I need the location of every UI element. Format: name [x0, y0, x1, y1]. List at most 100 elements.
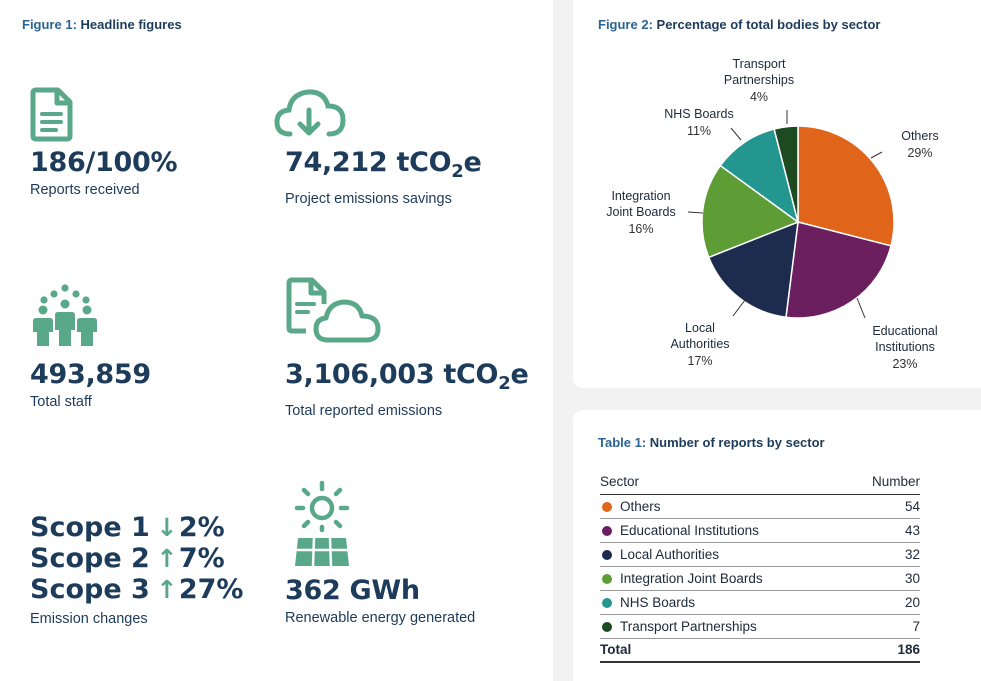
pie-leader-line [856, 297, 866, 319]
sector-cell: Transport Partnerships [600, 614, 848, 639]
renewable-energy-tile [290, 478, 354, 570]
number-cell: 30 [847, 566, 920, 591]
pie-slice-nhs-boards [719, 128, 800, 224]
legend-dot-icon [602, 501, 612, 512]
figure-2-title: Figure 2: Percentage of total bodies by … [598, 17, 880, 32]
number-cell: 54 [847, 494, 920, 519]
reports-received-value: 186/100% [30, 147, 178, 178]
renewable-energy-text: 362 GWh Renewable energy generated [285, 575, 476, 627]
sector-cell: Local Authorities [600, 542, 848, 567]
reports-table-wrap: Sector Number Others 54 Educational Instit… [600, 470, 920, 663]
legend-dot-icon [602, 525, 612, 536]
scope-change: 2% [178, 512, 225, 543]
pie-label: Integration [611, 189, 670, 203]
arrow-up-icon: ↑ [156, 544, 178, 573]
sector-name: Transport Partnerships [620, 618, 757, 634]
reported-emissions-value-sub: 2 [498, 373, 511, 394]
emissions-savings-text: 74,212 tCO2e Project emissions savings [285, 148, 482, 208]
total-staff-text: 493,859 Total staff [30, 359, 151, 411]
scope-change: 27% [178, 574, 244, 605]
legend-dot-icon [602, 573, 612, 584]
total-staff-caption: Total staff [30, 394, 92, 410]
legend-dot-icon [602, 597, 612, 608]
emissions-savings-value: 74,212 tCO2e [285, 148, 482, 187]
total-staff-tile [30, 284, 100, 350]
figure-2-number: Figure 2: [598, 17, 653, 32]
reports-received-tile [30, 86, 74, 142]
cloud-download-icon [274, 89, 346, 137]
pie-percent-label: 11% [687, 124, 711, 138]
headline-figures-panel: Figure 1: Headline figures 186/100% Repo… [0, 0, 553, 681]
table-row: Local Authorities 32 [600, 542, 920, 567]
pie-chart: Others 29% Educational Institutions 23% Local… [606, 57, 939, 371]
total-label: Total [600, 638, 848, 663]
document-cloud-icon [286, 277, 381, 343]
scope-line: Scope 2 ↑ 7% [30, 543, 243, 574]
legend-dot-icon [602, 549, 612, 560]
header-number: Number [847, 470, 920, 495]
scope-label: Scope 1 [30, 512, 150, 543]
pie-label: Transport [732, 57, 786, 71]
header-sector: Sector [600, 470, 848, 495]
number-cell: 20 [847, 590, 920, 615]
scope-label: Scope 3 [30, 574, 150, 605]
pie-leader-line [730, 127, 742, 141]
pie-percent-label: 16% [628, 222, 653, 236]
emissions-savings-value-sub: 2 [451, 161, 464, 182]
pie-percent-label: 29% [907, 146, 932, 160]
pie-slice-educational-institutions [785, 221, 892, 319]
table-body: Others 54 Educational Institutions 43 Local … [600, 494, 920, 663]
sector-cell: Others [600, 494, 848, 519]
pie-slice-integration-joint-boards [701, 164, 800, 259]
pie-percent-label: 4% [750, 90, 768, 104]
reported-emissions-value-main: 3,106,003 tCO [285, 359, 499, 390]
table-1-title: Table 1: Number of reports by sector [598, 435, 825, 450]
total-staff-value: 493,859 [30, 359, 151, 390]
table-row: Educational Institutions 43 [600, 518, 920, 543]
figure-1-number: Figure 1: [22, 17, 77, 32]
pie-leader-line [687, 211, 704, 214]
emission-changes-block: Scope 1 ↓ 2% Scope 2 ↑ 7% Scope 3 ↑ 27% Emission… [30, 512, 243, 627]
reported-emissions-value-end: e [510, 359, 529, 390]
scope-change: 7% [178, 543, 225, 574]
figure-1-title: Figure 1: Headline figures [22, 17, 182, 32]
sector-name: NHS Boards [620, 594, 696, 610]
emissions-savings-tile [272, 86, 348, 142]
people-icon [33, 284, 97, 346]
pie-label: Authorities [670, 337, 729, 351]
pie-slice-local-authorities [707, 220, 799, 319]
pie-label: Educational [872, 324, 937, 338]
number-cell: 32 [847, 542, 920, 567]
table-row: NHS Boards 20 [600, 590, 920, 615]
number-cell: 43 [847, 518, 920, 543]
pie-leader-line [870, 151, 883, 159]
table-1-number: Table 1: [598, 435, 647, 450]
sector-cell: Integration Joint Boards [600, 566, 848, 591]
pie-label: Joint Boards [606, 205, 675, 219]
renewable-energy-value: 362 GWh [285, 575, 420, 606]
emissions-savings-value-end: e [463, 147, 482, 178]
sector-name: Local Authorities [620, 546, 720, 562]
reports-table: Sector Number Others 54 Educational Instit… [600, 470, 920, 663]
reports-received-text: 186/100% Reports received [30, 147, 178, 199]
scope-line: Scope 1 ↓ 2% [30, 512, 243, 543]
table-row: Others 54 [600, 494, 920, 519]
figure-2-card: Figure 2: Percentage of total bodies by … [573, 0, 981, 388]
pie-label: Others [901, 129, 939, 143]
reported-emissions-value: 3,106,003 tCO2e [285, 359, 529, 399]
arrow-down-icon: ↓ [156, 513, 178, 542]
figure-2-text: Percentage of total bodies by sector [656, 17, 881, 32]
pie-percent-label: 23% [892, 357, 917, 371]
reports-received-caption: Reports received [30, 182, 140, 198]
pie-label: NHS Boards [664, 107, 733, 121]
number-cell: 7 [847, 614, 920, 639]
arrow-up-icon: ↑ [156, 575, 178, 604]
sector-cell: Educational Institutions [600, 518, 848, 543]
legend-dot-icon [602, 621, 612, 632]
renewable-energy-caption: Renewable energy generated [285, 610, 476, 626]
emissions-savings-value-main: 74,212 tCO [285, 147, 452, 178]
sector-name: Integration Joint Boards [620, 570, 763, 586]
table-row: Integration Joint Boards 30 [600, 566, 920, 591]
pie-label: Institutions [875, 340, 935, 354]
table-header-row: Sector Number [600, 470, 920, 495]
